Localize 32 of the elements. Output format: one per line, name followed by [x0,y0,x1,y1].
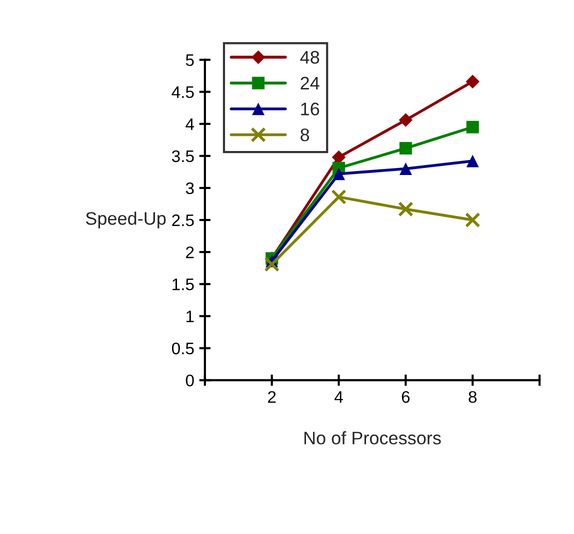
y-tick-label: 2 [186,246,194,258]
legend-label: 48 [300,50,320,64]
x-tick-label: 8 [468,391,477,403]
x-tick-label: 6 [402,391,410,403]
y-tick-label: 0.5 [172,342,194,354]
x-axis-title: No of Processors [304,431,441,444]
legend-label: 16 [301,102,320,116]
y-tick-label: 2.5 [172,214,194,226]
point [331,189,346,205]
y-tick-label: 4 [186,118,194,130]
y-tick-label: 1.5 [172,278,194,290]
x-tick-label: 4 [334,391,343,403]
y-tick-label: 5 [186,54,194,66]
y-tick-label: 4.5 [172,86,194,98]
point [466,154,479,168]
point [399,162,412,175]
y-tick-label: 3 [186,182,194,194]
legend-label: 24 [300,76,320,90]
y-axis-title: Speed-Up [86,212,166,228]
point [264,256,280,272]
point [399,142,412,154]
y-tick-label: 0 [186,374,194,386]
legend-label: 8 [300,128,310,142]
y-tick-label: 3.5 [172,150,194,162]
y-tick-label: 1 [186,310,194,322]
point [466,74,480,88]
x-tick-label: 2 [268,391,276,403]
point [464,212,480,228]
point [398,113,413,127]
point [332,168,346,180]
point [398,201,414,217]
point [466,120,479,134]
